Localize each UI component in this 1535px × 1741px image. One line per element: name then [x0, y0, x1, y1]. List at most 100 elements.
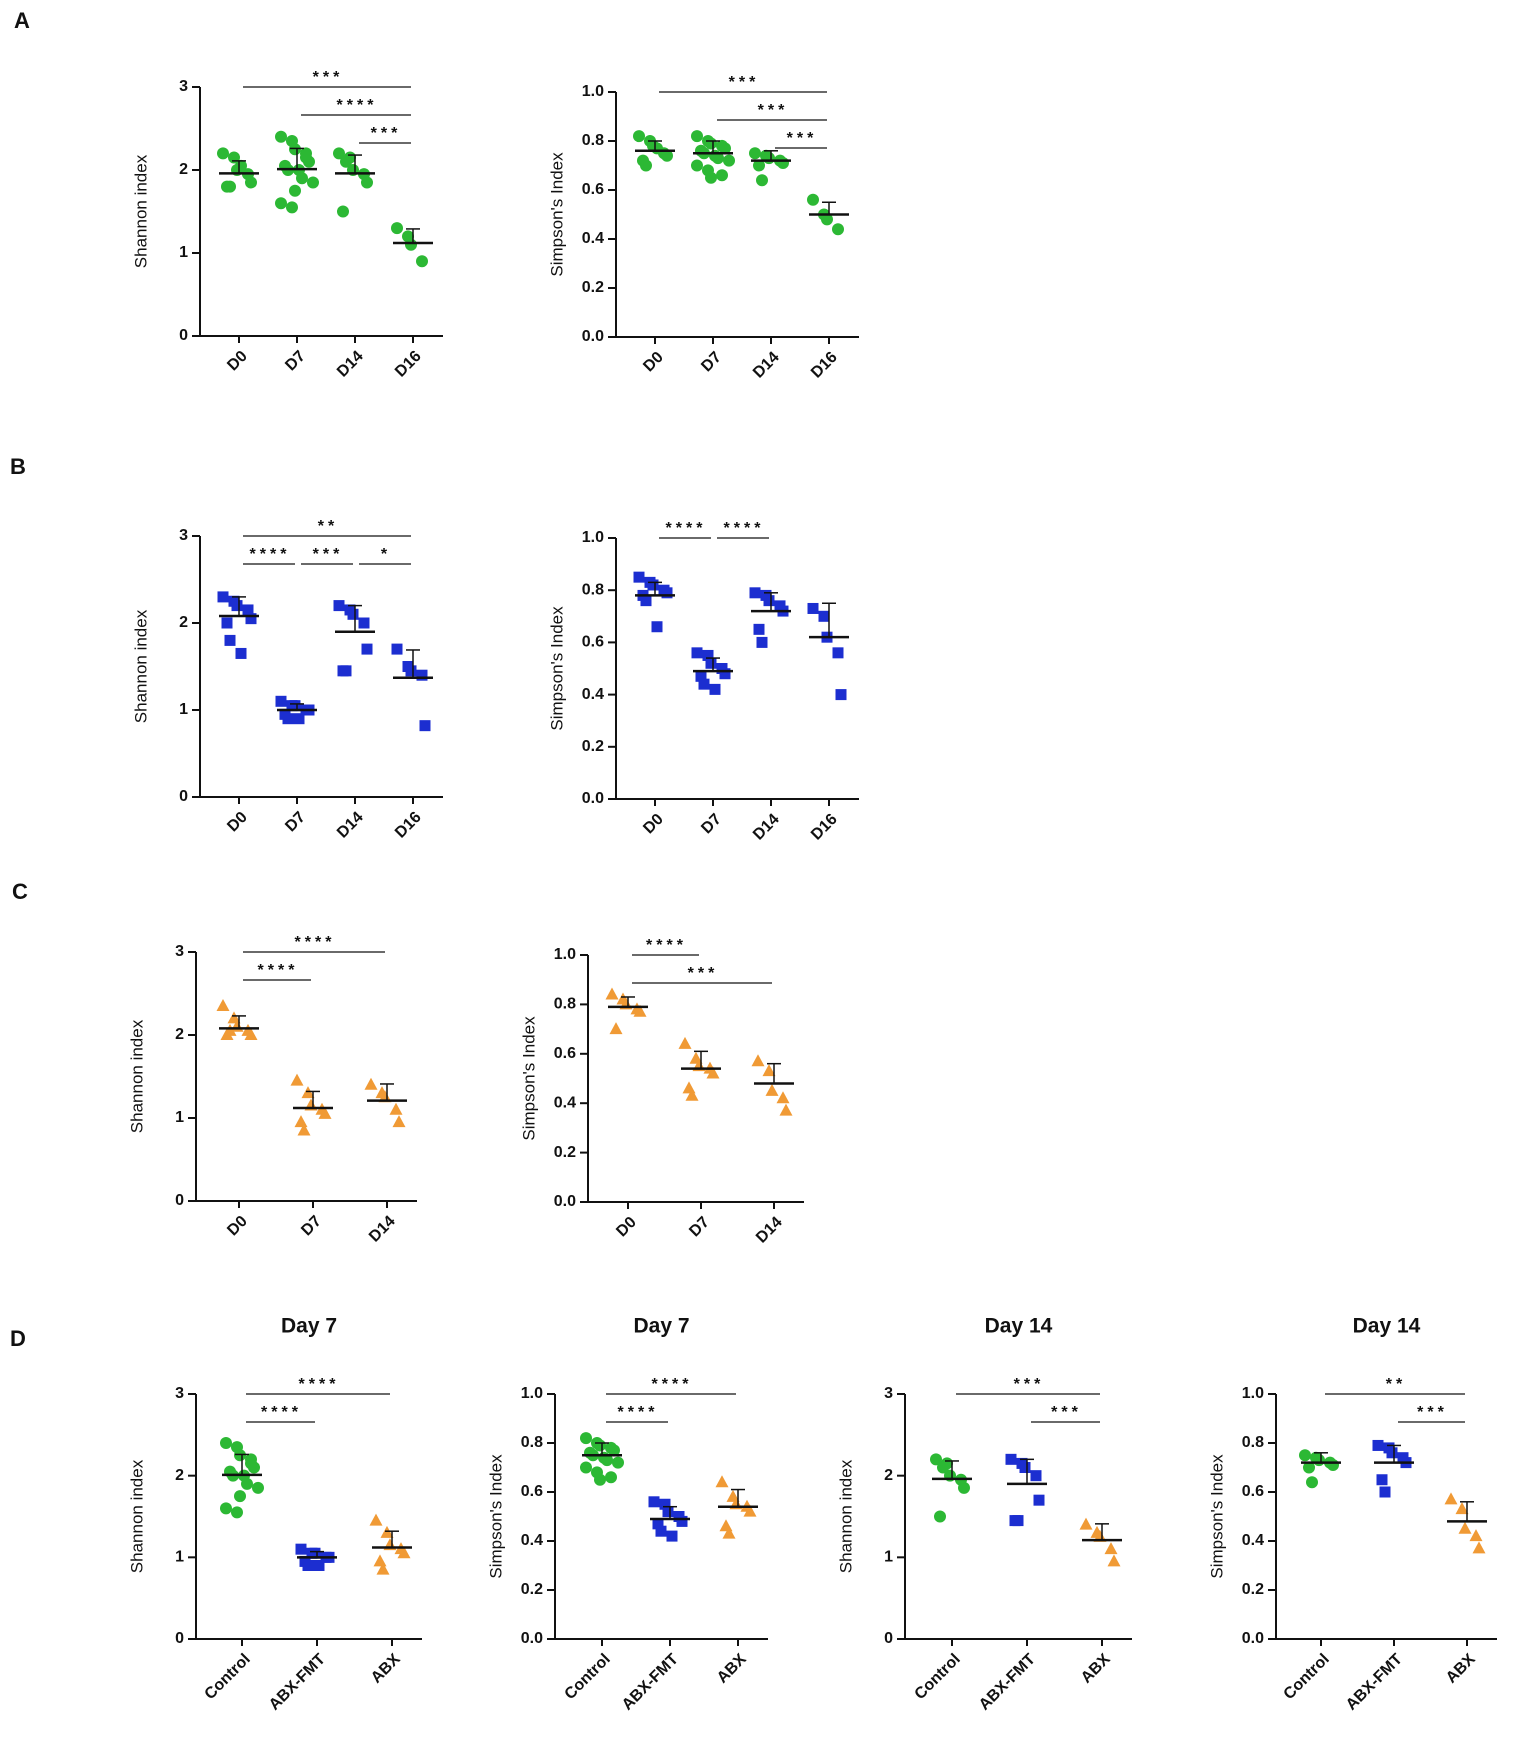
data-point [216, 998, 230, 1011]
x-tick-label: Control [1281, 1651, 1333, 1703]
significance-label: **** [618, 1404, 659, 1421]
data-point [765, 1083, 779, 1096]
data-point [244, 1028, 258, 1040]
data-point [364, 1077, 378, 1090]
y-axis-label: Shannon index [127, 1019, 146, 1133]
data-point [307, 176, 319, 189]
data-point [282, 713, 294, 725]
data-point [1104, 1542, 1118, 1555]
panel-label: D [10, 1326, 26, 1351]
data-point [1030, 1470, 1042, 1482]
y-tick-label: 0.6 [554, 1045, 576, 1062]
data-point [937, 1461, 949, 1474]
significance-label: **** [646, 937, 687, 954]
y-tick-label: 0.8 [1242, 1434, 1264, 1451]
data-point [302, 1560, 314, 1571]
x-tick-label: D14 [334, 348, 367, 381]
panel-label: A [14, 8, 30, 33]
data-point [391, 643, 403, 655]
y-tick-label: 1.0 [1242, 1385, 1264, 1402]
data-point [289, 700, 301, 712]
data-point [705, 137, 717, 150]
data-point [719, 1519, 733, 1532]
data-point [751, 1054, 765, 1067]
x-tick-label: D0 [224, 809, 251, 836]
x-tick-label: Control [912, 1651, 964, 1703]
data-point [235, 647, 247, 659]
data-point [378, 1090, 392, 1103]
data-point [743, 1504, 757, 1517]
y-tick-label: 2 [179, 161, 188, 178]
data-point [605, 1471, 617, 1484]
data-point [397, 1546, 411, 1559]
x-tick-label: D7 [686, 1214, 713, 1241]
y-tick-label: 2 [884, 1467, 893, 1484]
significance-label: **** [666, 520, 707, 537]
data-point [275, 130, 287, 143]
y-tick-label: 0.6 [582, 634, 604, 651]
y-tick-label: 2 [175, 1026, 184, 1043]
y-tick-label: 1.0 [582, 83, 604, 100]
y-tick-label: 1 [175, 1549, 184, 1566]
x-tick-label: D16 [392, 348, 425, 381]
data-point [376, 1562, 390, 1575]
data-point [231, 600, 243, 612]
x-tick-label: ABX [368, 1651, 404, 1687]
data-point [821, 213, 833, 226]
y-tick-label: 1 [175, 1109, 184, 1126]
data-point [580, 1461, 592, 1474]
panel-label: C [12, 879, 28, 904]
x-tick-label: ABX-FMT [1343, 1651, 1406, 1714]
data-point [294, 1115, 308, 1128]
y-tick-label: 0.8 [582, 581, 604, 598]
x-tick-label: D14 [366, 1213, 399, 1246]
data-point [297, 1123, 311, 1136]
x-tick-label: D14 [753, 1214, 786, 1247]
data-point [651, 142, 663, 155]
data-point [716, 169, 728, 182]
data-point [1469, 1529, 1483, 1542]
significance-label: **** [261, 1404, 302, 1421]
data-point [705, 657, 717, 669]
data-point [762, 1064, 776, 1077]
data-point [245, 176, 257, 189]
y-axis-label: Simpson's Index [519, 1016, 538, 1141]
data-point [640, 595, 652, 607]
data-point [1107, 1554, 1121, 1567]
data-point [705, 171, 717, 184]
y-axis-label: Simpson's Index [547, 152, 566, 277]
data-point [723, 154, 735, 167]
data-point [698, 678, 710, 690]
data-point [715, 1475, 729, 1488]
data-point [217, 147, 229, 160]
data-point [242, 604, 254, 616]
y-tick-label: 0 [884, 1630, 893, 1647]
data-point [1458, 1521, 1472, 1534]
data-point [612, 1456, 624, 1469]
y-axis-label: Simpson's Index [547, 606, 566, 731]
significance-label: **** [250, 546, 291, 563]
data-point [293, 713, 305, 725]
data-point [601, 1454, 613, 1467]
data-point [676, 1515, 688, 1527]
x-tick-label: D7 [698, 349, 725, 376]
data-point [633, 571, 645, 583]
y-axis-label: Shannon index [131, 609, 150, 723]
panel-label: B [10, 454, 26, 479]
y-tick-label: 0.4 [582, 686, 604, 703]
significance-label: *** [313, 69, 344, 86]
x-tick-label: Control [562, 1651, 614, 1703]
y-tick-label: 1 [179, 701, 188, 718]
y-tick-label: 0 [175, 1192, 184, 1209]
data-point [1033, 1494, 1045, 1506]
data-point [223, 1023, 237, 1036]
chart-title: Day 14 [985, 1315, 1053, 1338]
data-point [419, 720, 431, 732]
data-point [369, 1513, 383, 1526]
significance-label: ** [1386, 1376, 1406, 1393]
data-point [416, 255, 428, 268]
y-tick-label: 1.0 [554, 946, 576, 963]
y-tick-label: 0.6 [1242, 1483, 1264, 1500]
significance-label: *** [313, 546, 344, 563]
